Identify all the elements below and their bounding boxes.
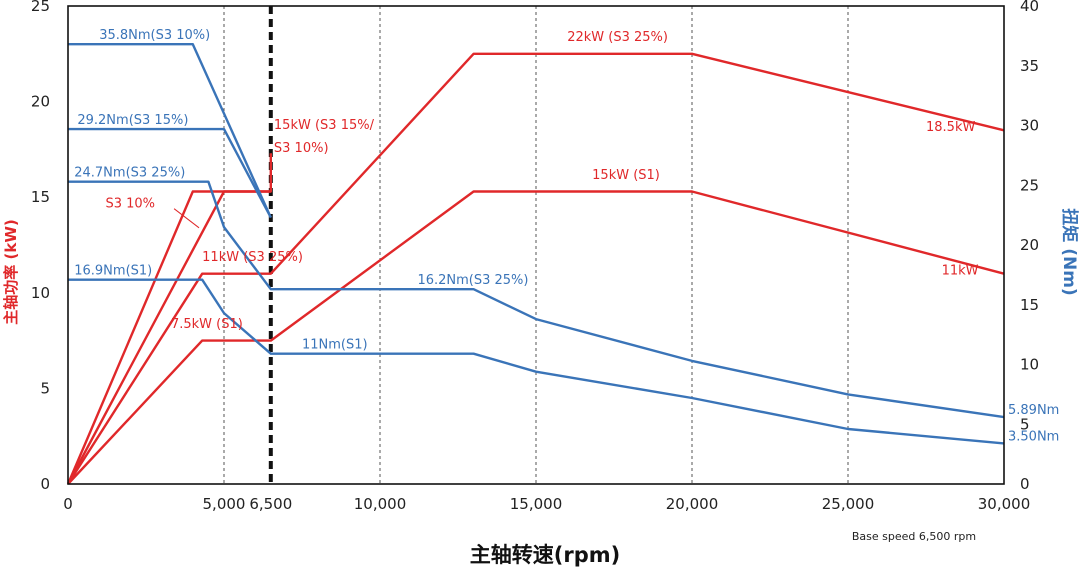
data-label: 22kW (S3 25%): [567, 30, 668, 45]
y-right-tick-label: 15: [1020, 296, 1039, 314]
annotations: 35.8Nm(S3 10%) 29.2Nm(S3 15%) 24.7Nm(S3 25…: [74, 28, 1059, 444]
x-tick-label: 0: [63, 495, 73, 513]
data-label: 11Nm(S1): [302, 338, 368, 353]
plot-frame: [67, 5, 1005, 485]
x-tick-label: 6,500: [249, 495, 292, 513]
data-label: 7.5kW (S1): [171, 317, 243, 332]
torque-line-2: [68, 180, 1005, 419]
left-axis-title: 主轴功率 (kW): [2, 219, 20, 324]
data-label: 11kW (S3 25%): [202, 250, 303, 265]
power-line-2: [67, 190, 1005, 485]
data-label: S3 10%): [274, 141, 329, 156]
plot-border: [67, 5, 1005, 485]
grid: [223, 6, 849, 484]
data-label: 15kW (S1): [592, 168, 660, 183]
y-right-tick-label: 20: [1020, 236, 1039, 254]
x-tick-label: 15,000: [510, 495, 563, 513]
torque-line-1: [68, 127, 272, 219]
y-left-tick-label: 20: [31, 93, 50, 111]
leader-s3-10: [173, 208, 200, 229]
data-label: 16.2Nm(S3 25%): [417, 273, 528, 288]
power-line-3: [66, 153, 272, 485]
x-tick-label: 20,000: [666, 495, 719, 513]
torque-line-3: [68, 278, 1005, 445]
data-label: 5.89Nm: [1008, 403, 1059, 418]
right-axis-title: 扭矩 (Nm): [1059, 208, 1080, 295]
torque-line-0: [68, 43, 272, 218]
y-right-tick-label: 40: [1020, 0, 1039, 15]
data-label: 16.9Nm(S1): [74, 264, 152, 279]
y-right-tick-label: 5: [1020, 415, 1030, 433]
data-label: 24.7Nm(S3 25%): [74, 166, 185, 181]
y-right-tick-label: 35: [1020, 57, 1039, 75]
power-line-1: [66, 52, 1005, 485]
data-label: S3 10%: [105, 196, 155, 211]
data-label: 11kW: [942, 263, 979, 278]
x-axis-title: 主轴转速(rpm): [470, 543, 620, 567]
y-left-tick-label: 0: [40, 475, 50, 493]
y-left-tick-label: 10: [31, 284, 50, 302]
y-right-tick-label: 25: [1020, 176, 1039, 194]
x-tick-label: 30,000: [978, 495, 1031, 513]
series-layer: [66, 43, 1005, 485]
data-label: 3.50Nm: [1008, 429, 1059, 444]
power-line-0: [66, 190, 271, 485]
base-speed-note: Base speed 6,500 rpm: [852, 530, 976, 543]
y-right-tick-label: 10: [1020, 356, 1039, 374]
y-right-tick-label: 0: [1020, 475, 1030, 493]
y-right-tick-label: 30: [1020, 117, 1039, 135]
data-label: 29.2Nm(S3 15%): [77, 113, 188, 128]
tick-labels: 0 5,000 6,500 10,000 15,000 20,000 25,000 30,00…: [31, 0, 1039, 513]
data-label: 18.5kW: [926, 120, 975, 135]
x-tick-label: 5,000: [203, 495, 246, 513]
x-tick-label: 25,000: [822, 495, 875, 513]
y-left-tick-label: 5: [40, 379, 50, 397]
data-label: 35.8Nm(S3 10%): [99, 28, 210, 43]
y-left-tick-label: 15: [31, 188, 50, 206]
x-tick-label: 10,000: [354, 495, 407, 513]
y-left-tick-label: 25: [31, 0, 50, 15]
data-label: 15kW (S3 15%/: [274, 118, 375, 133]
